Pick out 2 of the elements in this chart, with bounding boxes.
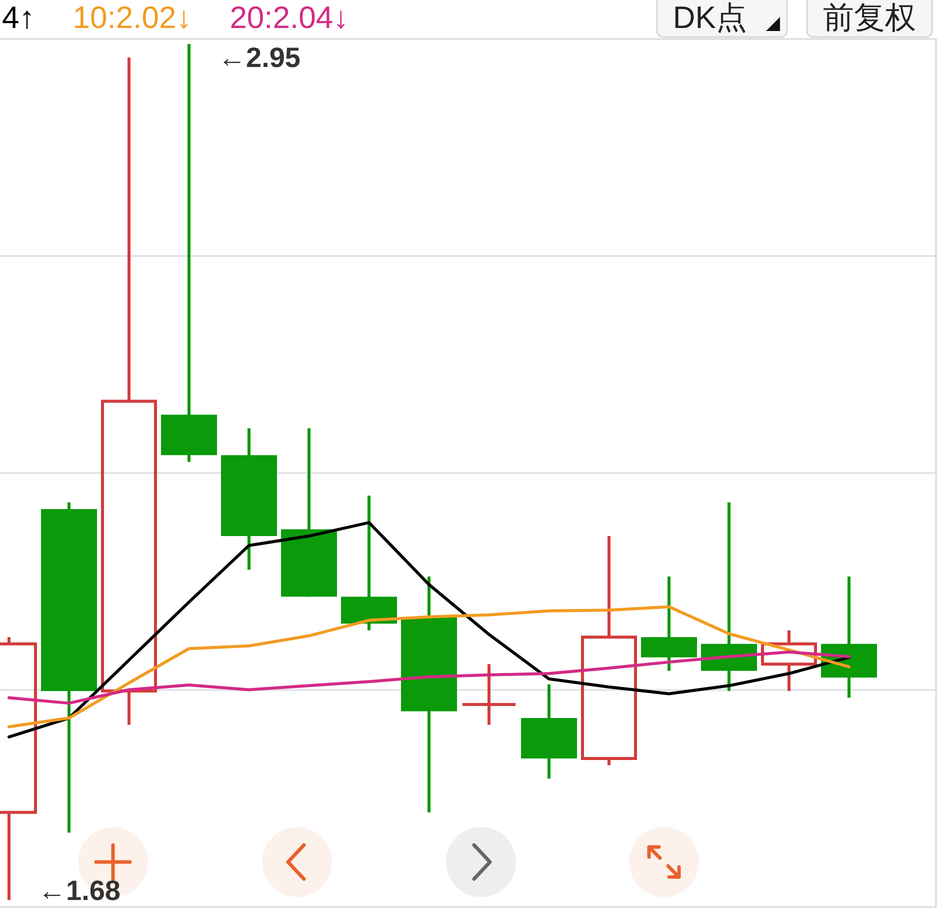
annotation: ←1.68 <box>38 875 120 906</box>
annotation: ←2.95 <box>218 42 300 73</box>
